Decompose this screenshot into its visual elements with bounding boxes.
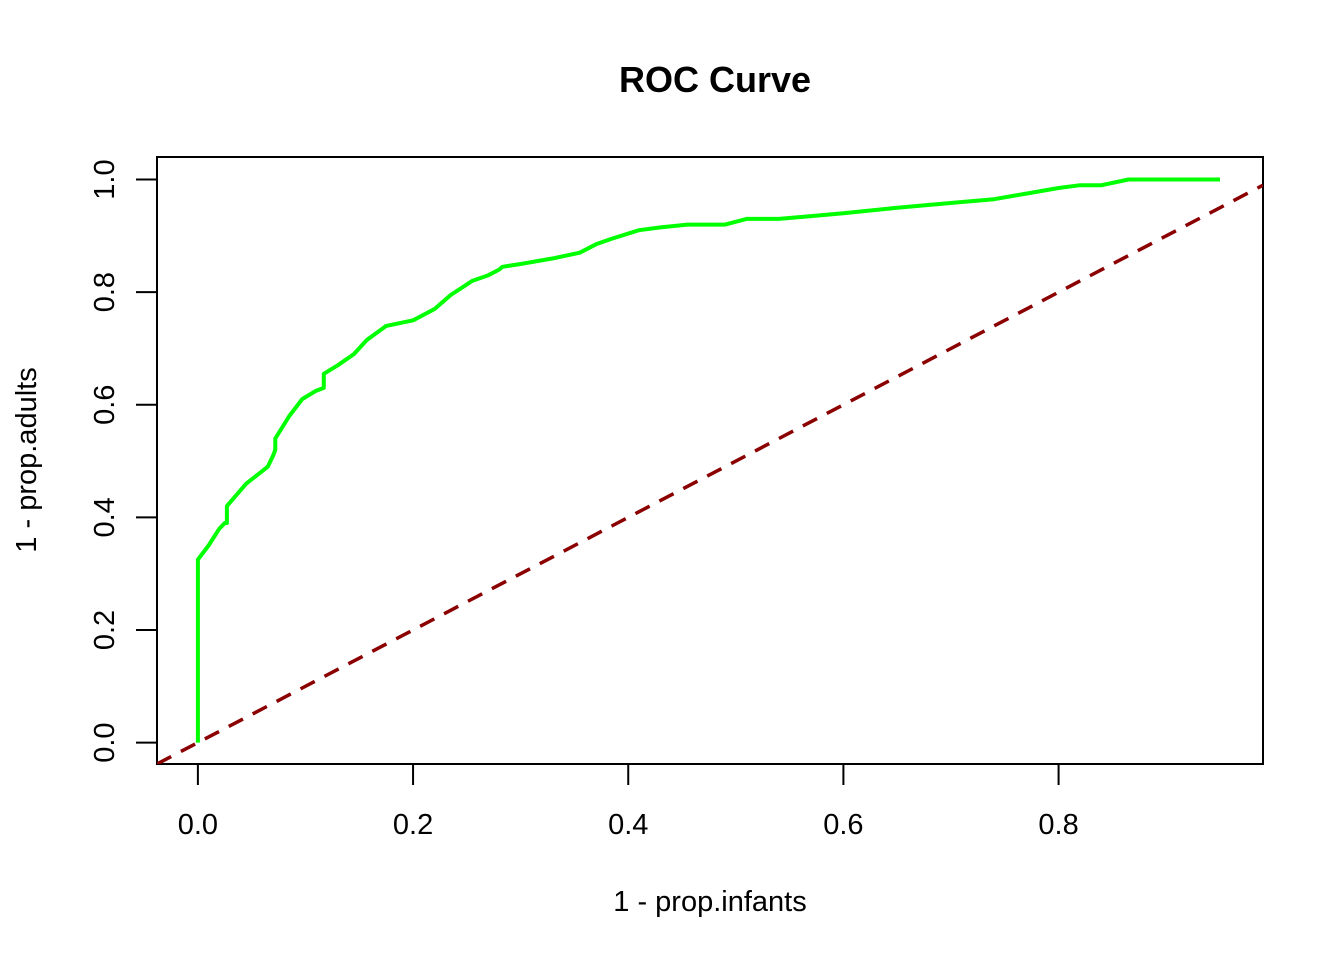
- chart-title: ROC Curve: [619, 59, 811, 100]
- y-tick-label: 1.0: [89, 159, 121, 199]
- x-tick-label: 0.8: [1038, 809, 1078, 841]
- y-tick-label: 0.0: [89, 722, 121, 762]
- x-tick-label: 0.4: [608, 809, 648, 841]
- y-tick-label: 0.6: [89, 385, 121, 425]
- x-axis: 0.0 0.2 0.4 0.6 0.8: [178, 763, 1079, 841]
- x-tick-label: 0.6: [823, 809, 863, 841]
- y-tick-label: 0.2: [89, 610, 121, 650]
- y-tick-label: 0.8: [89, 272, 121, 312]
- x-axis-label: 1 - prop.infants: [613, 886, 806, 918]
- plot-area: [156, 156, 1264, 765]
- y-tick-label: 0.4: [89, 497, 121, 537]
- y-axis: 0.0 0.2 0.4 0.6 0.8 1.0: [89, 159, 158, 763]
- x-tick-label: 0.0: [178, 809, 218, 841]
- x-tick-label: 0.2: [393, 809, 433, 841]
- roc-curve-line: [195, 177, 1220, 743]
- y-axis-label: 1 - prop.adults: [11, 367, 43, 552]
- plot-frame: [156, 156, 1264, 765]
- reference-diagonal-line: [157, 183, 1263, 764]
